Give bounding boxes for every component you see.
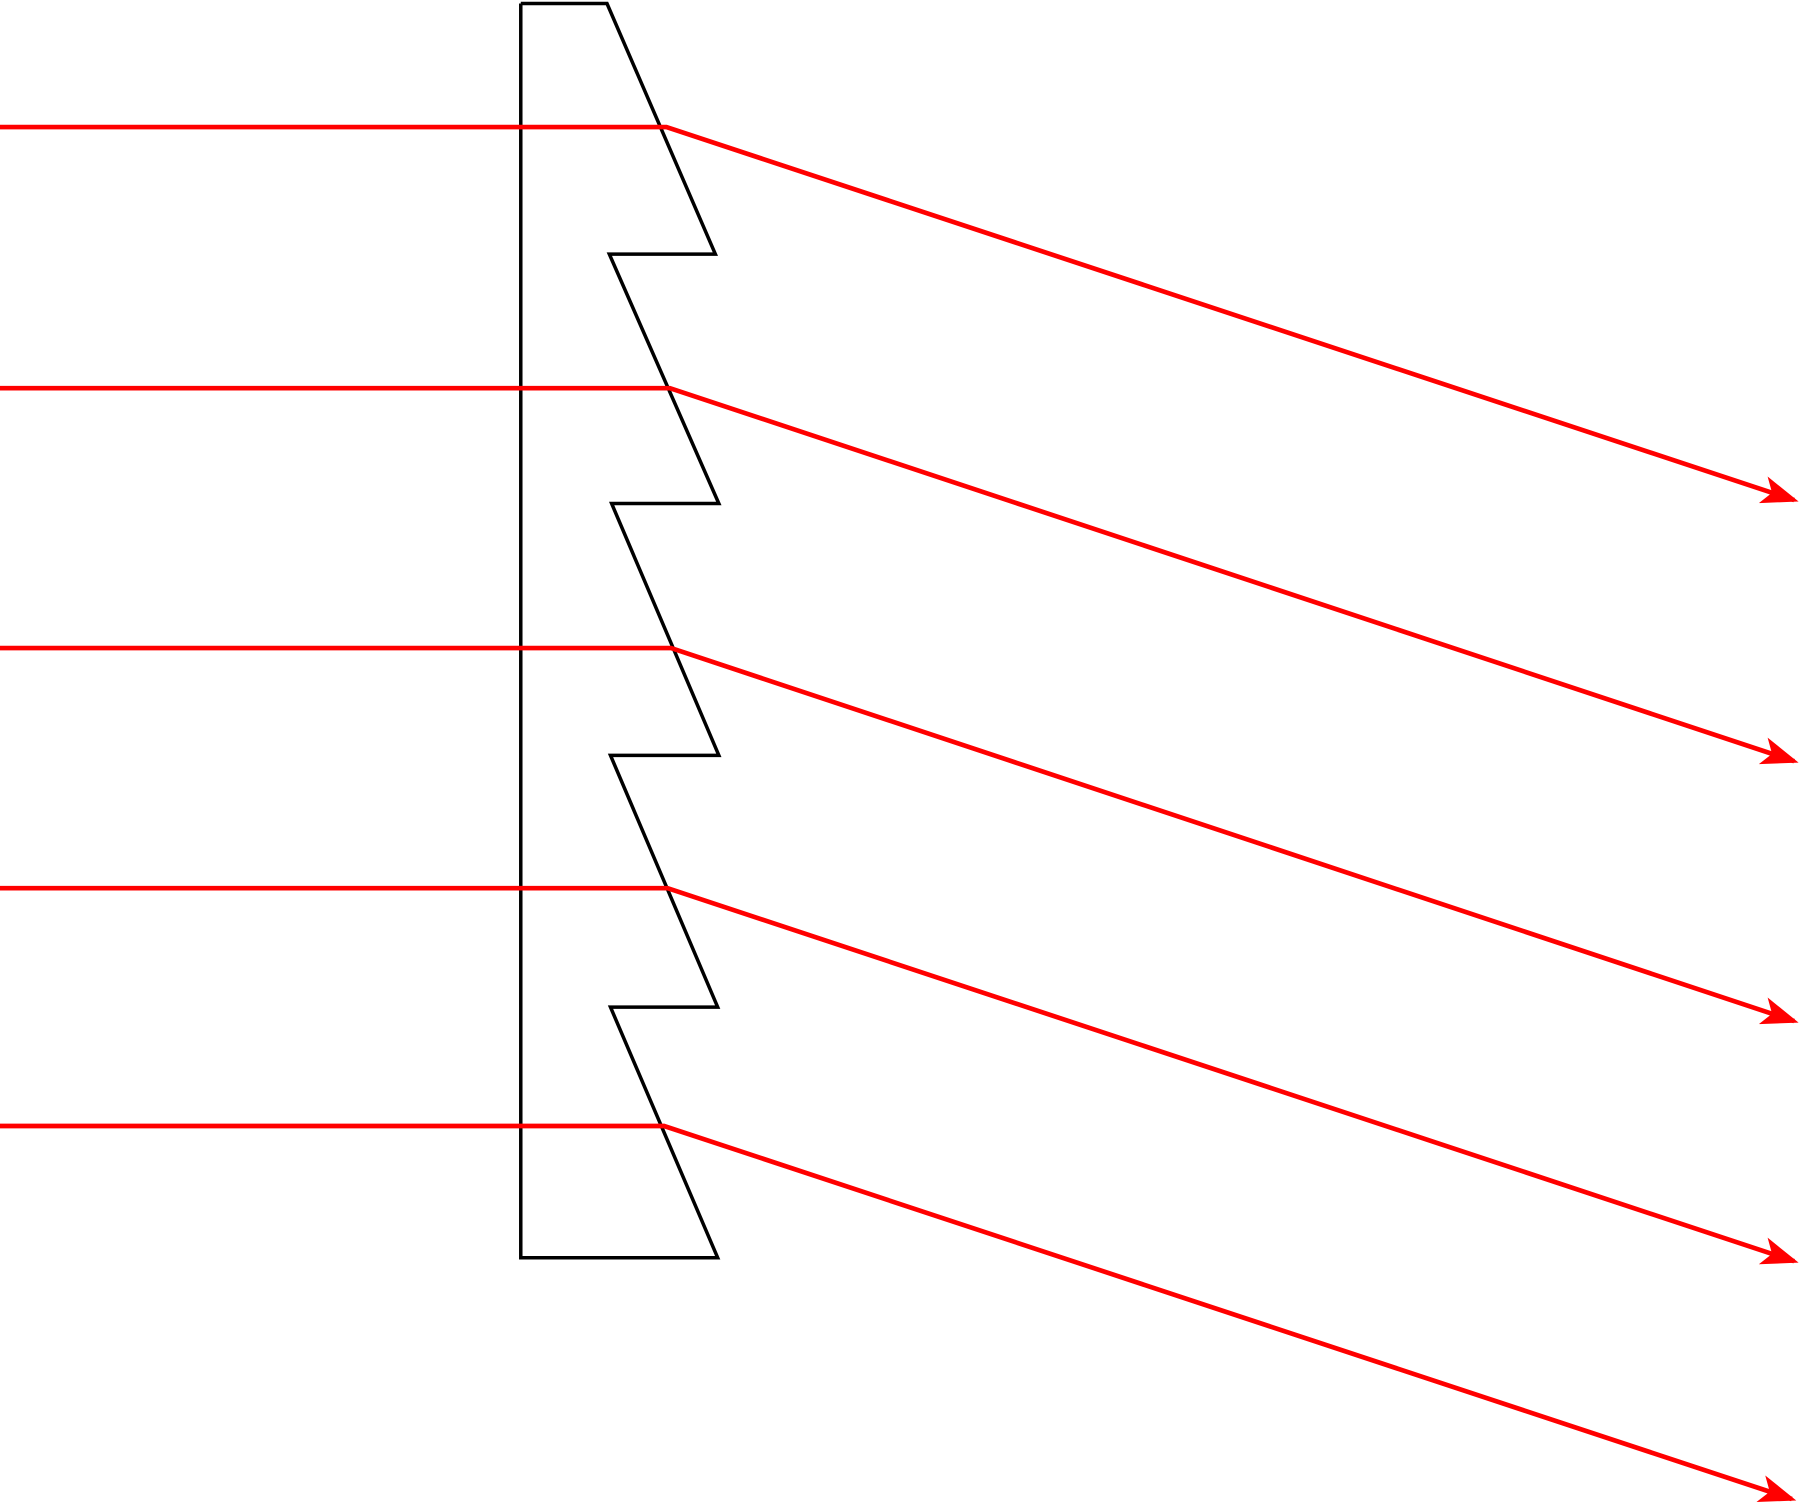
ray bbox=[0, 645, 1799, 1025]
ray bbox=[0, 385, 1799, 765]
ray bbox=[0, 124, 1799, 504]
prism bbox=[519, 1, 722, 1260]
ray bbox=[0, 1123, 1797, 1503]
rays bbox=[0, 124, 1799, 1503]
prism-outline bbox=[519, 1, 722, 1260]
ray bbox=[0, 885, 1799, 1265]
